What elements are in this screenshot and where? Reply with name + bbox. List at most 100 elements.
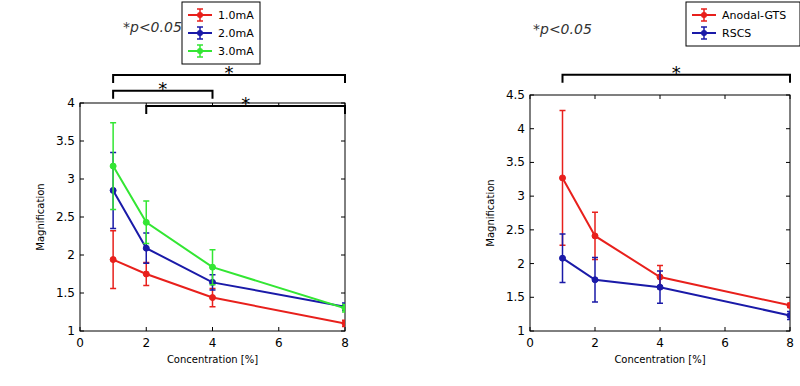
y-tick-label: 4.5 <box>506 88 525 102</box>
error-bar <box>143 201 149 244</box>
legend-marker <box>197 12 203 18</box>
y-tick <box>786 95 790 96</box>
data-point <box>787 302 790 308</box>
data-point <box>592 233 598 239</box>
x-tick <box>725 327 726 331</box>
error-bar <box>560 111 566 246</box>
error-bar <box>592 258 598 303</box>
legend-label: 2.0mA <box>218 27 254 40</box>
legend-errorbar <box>701 9 707 21</box>
significance-label: * <box>241 93 250 114</box>
data-point <box>560 175 566 181</box>
x-axis-label: Concentration [%] <box>167 354 258 365</box>
y-tick <box>80 179 84 180</box>
y-tick <box>341 217 345 218</box>
series-line <box>113 166 345 308</box>
y-tick-label: 4 <box>67 96 75 110</box>
chart-panel: 0246811.522.533.54Concentration [%]Magni… <box>35 2 349 365</box>
series-line <box>113 260 345 324</box>
y-tick <box>80 103 84 104</box>
y-tick <box>530 162 534 163</box>
x-tick-label: 0 <box>76 336 84 350</box>
data-area <box>560 111 791 320</box>
y-tick-label: 2.5 <box>56 210 75 224</box>
legend-marker <box>197 30 203 36</box>
y-tick-label: 1.5 <box>56 286 75 300</box>
y-tick-label: 3 <box>517 189 525 203</box>
chart-panel: 0246811.522.533.544.5Concentration [%]Ma… <box>485 2 800 365</box>
y-tick <box>341 293 345 294</box>
y-tick-label: 2.5 <box>506 223 525 237</box>
y-tick <box>80 141 84 142</box>
y-tick <box>341 141 345 142</box>
data-point <box>143 219 149 225</box>
x-tick <box>530 327 531 331</box>
series-line <box>563 178 791 305</box>
legend-marker <box>701 30 707 36</box>
x-tick <box>595 327 596 331</box>
legend-label: RSCS <box>722 27 751 40</box>
x-tick-label: 8 <box>786 336 794 350</box>
y-tick <box>80 293 84 294</box>
y-tick <box>786 196 790 197</box>
plot-frame <box>530 95 790 331</box>
y-tick <box>786 162 790 163</box>
legend-marker <box>701 12 707 18</box>
title: *p<0.05 <box>123 19 182 35</box>
x-tick <box>725 95 726 99</box>
legend-errorbar <box>197 9 203 21</box>
x-tick <box>146 327 147 331</box>
y-tick <box>786 263 790 264</box>
plot-frame <box>80 103 345 331</box>
x-tick-label: 8 <box>341 336 349 350</box>
x-tick <box>80 327 81 331</box>
legend: 1.0mA2.0mA3.0mA <box>182 2 260 64</box>
y-tick <box>341 331 345 332</box>
data-point <box>110 257 116 263</box>
x-tick <box>790 327 791 331</box>
error-bar <box>592 212 598 259</box>
y-tick <box>530 229 534 230</box>
x-tick <box>790 95 791 99</box>
y-tick <box>530 196 534 197</box>
data-point <box>342 305 345 311</box>
x-tick-label: 6 <box>275 336 283 350</box>
error-bar <box>210 250 216 285</box>
x-tick <box>345 327 346 331</box>
error-bar <box>342 320 345 326</box>
y-tick <box>786 297 790 298</box>
series-line <box>563 258 791 315</box>
x-tick <box>80 103 81 107</box>
data-point <box>210 295 216 301</box>
y-axis-label: Magnification <box>485 179 496 246</box>
legend-box <box>182 2 260 64</box>
title: *p<0.05 <box>533 21 592 37</box>
error-bar <box>787 311 790 319</box>
legend: Anodal-GTSRSCS <box>686 2 800 46</box>
x-tick-label: 2 <box>591 336 599 350</box>
x-tick-label: 2 <box>142 336 150 350</box>
x-tick <box>660 327 661 331</box>
y-tick <box>80 217 84 218</box>
figure: 0246811.522.533.54Concentration [%]Magni… <box>0 0 800 386</box>
y-tick-label: 3 <box>67 172 75 186</box>
x-tick <box>595 95 596 99</box>
data-point <box>657 284 663 290</box>
y-tick <box>80 331 84 332</box>
y-tick-label: 3.5 <box>506 155 525 169</box>
y-tick-label: 2 <box>517 257 525 271</box>
significance-label: * <box>158 78 167 99</box>
error-bar <box>560 234 566 283</box>
y-tick <box>530 128 534 129</box>
x-tick <box>278 327 279 331</box>
data-area <box>110 123 345 327</box>
y-tick-label: 1.5 <box>506 290 525 304</box>
y-tick <box>341 103 345 104</box>
y-tick <box>530 297 534 298</box>
y-tick-label: 2 <box>67 248 75 262</box>
error-bar <box>143 263 149 286</box>
error-bar <box>110 123 116 210</box>
data-point <box>342 320 345 326</box>
legend-errorbar <box>197 45 203 57</box>
y-tick <box>530 331 534 332</box>
